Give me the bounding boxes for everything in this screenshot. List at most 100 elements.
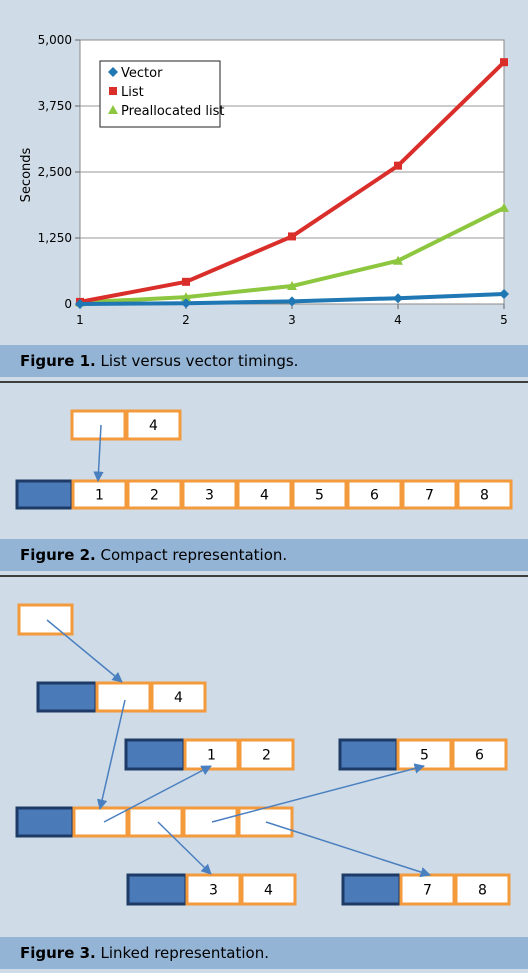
compact-array-cell: 4 (236, 479, 293, 510)
data-point-preallocated-list (287, 281, 297, 291)
compact-array-cell: 1 (71, 479, 128, 510)
compact-array-cell-value: 3 (205, 488, 214, 504)
y-axis-label: Seconds (19, 147, 34, 202)
chunk-d-cell-value: 7 (423, 883, 432, 899)
spine-cell (72, 806, 129, 838)
figure3-caption-text: Figure 3. Linked representation. (20, 944, 269, 962)
y-tick-label: 2,500 (38, 165, 72, 179)
data-point-preallocated-list (499, 202, 509, 212)
linked-diagram: 4 1 2 5 6 3 4 7 8 (15, 603, 511, 906)
data-point-vector (393, 293, 403, 304)
arrow-root-to-level1 (46, 619, 123, 683)
chunk-d-cell: 8 (454, 873, 511, 906)
series-vector (75, 288, 509, 309)
figure1-caption-desc: List versus vector timings. (95, 352, 299, 370)
data-point-list (182, 277, 190, 286)
compact-array-cell-value: 2 (150, 488, 159, 504)
figure2-panel: 4 1 2 3 4 5 6 7 8 Figure 2. Compact representati… (0, 383, 528, 575)
data-point-vector (287, 296, 297, 307)
data-point-list (288, 232, 296, 241)
compact-array-cell-value: 6 (370, 488, 379, 504)
legend-marker-vector (108, 67, 118, 77)
link-arrows (46, 619, 431, 878)
arrow-spine-to-chunk-b (211, 763, 426, 823)
figure2-caption: Figure 2. Compact representation. (0, 539, 528, 571)
compact-array-cell-value: 4 (260, 488, 269, 504)
data-point-vector (499, 288, 509, 299)
spine-header-block (15, 806, 75, 838)
figure1-caption-text: Figure 1. List versus vector timings. (20, 352, 298, 370)
series-group (75, 58, 509, 309)
figure3-panel: 4 1 2 5 6 3 4 7 8 Figure 3. Linked representatio… (0, 577, 528, 973)
arrow-level1-to-spine (96, 699, 126, 811)
figure2-caption-label: Figure 2. (20, 546, 96, 564)
y-tick-labels: 0 1,250 2,500 3,750 5,000 (38, 33, 72, 311)
compact-header-block (15, 479, 74, 510)
figure1-caption: Figure 1. List versus vector timings. (0, 345, 528, 377)
chunk-b-cell-value: 5 (420, 748, 429, 764)
chunk-a-cell: 1 (183, 738, 240, 771)
root-node-cell (17, 603, 74, 636)
spine-cell (182, 806, 239, 838)
figure1-panel: 0 1,250 2,500 3,750 5,000 1 2 3 4 5 Seconds Vect… (0, 0, 528, 382)
level1-header-block (36, 681, 98, 713)
compact-array-cell: 5 (291, 479, 348, 510)
y-tick-label: 3,750 (38, 99, 72, 113)
chunk-d-cell: 7 (399, 873, 456, 906)
chunk-a-cell-value: 2 (262, 748, 271, 764)
x-tick-label: 5 (500, 313, 508, 327)
compact-diagram: 4 1 2 3 4 5 6 7 8 (15, 409, 513, 510)
chunk-c-cell-value: 3 (209, 883, 218, 899)
chunk-a-cell-value: 1 (207, 748, 216, 764)
legend-label-preallocated-list: Preallocated list (121, 104, 225, 119)
chunk-c-cell: 3 (185, 873, 242, 906)
figure3-caption: Figure 3. Linked representation. (0, 937, 528, 969)
compact-array-cell: 3 (181, 479, 238, 510)
chunk-b-cell: 6 (451, 738, 508, 771)
compact-pointer-arrow (93, 424, 104, 483)
legend-marker-list (109, 87, 117, 95)
figure3-caption-label: Figure 3. (20, 944, 96, 962)
line-chart: 0 1,250 2,500 3,750 5,000 1 2 3 4 5 Seconds Vect… (19, 33, 509, 327)
y-tick-label: 0 (64, 297, 72, 311)
chunk-b-cell-value: 6 (475, 748, 484, 764)
y-tick-label: 1,250 (38, 231, 72, 245)
figure1-caption-label: Figure 1. (20, 352, 96, 370)
compact-array-cell: 6 (346, 479, 403, 510)
compact-array-cell-value: 5 (315, 488, 324, 504)
legend-box (99, 60, 221, 128)
arrow-spine-to-chunk-a (103, 765, 212, 823)
figure2-caption-desc: Compact representation. (95, 546, 288, 564)
compact-array-cell: 7 (401, 479, 458, 510)
legend: Vector List Preallocated list (99, 60, 225, 128)
chunk-d-header-block (341, 873, 402, 906)
legend-label-list: List (121, 85, 144, 100)
data-point-vector (181, 298, 191, 309)
series-preallocated-list (75, 202, 509, 307)
spine-cell (127, 806, 184, 838)
x-tick-label: 4 (394, 313, 402, 327)
data-point-preallocated-list (181, 292, 191, 302)
figure3-caption-desc: Linked representation. (95, 944, 269, 962)
x-tick-labels: 1 2 3 4 5 (76, 313, 508, 327)
level1-node-cell: 4 (150, 681, 207, 713)
legend-label-vector: Vector (121, 66, 163, 81)
chunk-b-cell: 5 (396, 738, 453, 771)
level1-node-cell-value: 4 (174, 690, 183, 706)
data-point-list (500, 58, 508, 67)
arrow-spine-to-chunk-d (265, 821, 431, 878)
compact-array-cell-value: 1 (95, 488, 104, 504)
compact-array-cell: 8 (456, 479, 513, 510)
legend-marker-preallocated-list (108, 105, 118, 114)
chunk-a-header-block (124, 738, 186, 771)
chunk-b-header-block (338, 738, 399, 771)
data-point-list (394, 161, 402, 170)
separator-1 (0, 381, 528, 383)
y-tick-label: 5,000 (38, 33, 72, 47)
compact-array-cell: 2 (126, 479, 183, 510)
arrow-spine-to-chunk-c (157, 821, 212, 875)
compact-index-cell: 4 (125, 409, 182, 441)
chunk-c-header-block (126, 873, 188, 906)
compact-index-cell (70, 409, 127, 441)
compact-array-cell-value: 8 (480, 488, 489, 504)
